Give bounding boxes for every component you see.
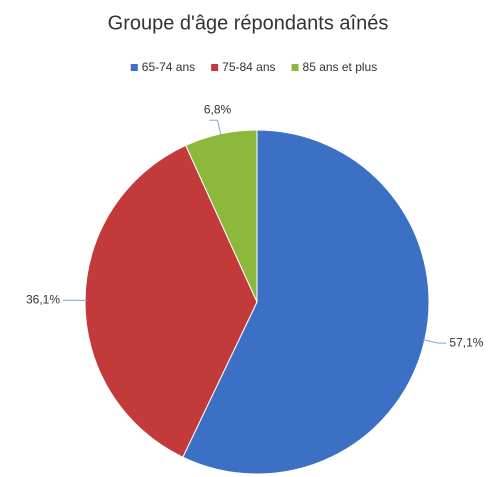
- data-label: 57,1%: [449, 335, 483, 349]
- leader-line: [209, 119, 222, 136]
- legend: 65-74 ans 75-84 ans 85 ans et plus: [130, 60, 378, 74]
- data-label: 6,8%: [204, 102, 232, 116]
- legend-swatch: [130, 64, 138, 71]
- legend-label: 65-74 ans: [142, 60, 195, 74]
- legend-label: 85 ans et plus: [303, 60, 378, 74]
- legend-swatch: [291, 64, 299, 71]
- data-label: 36,1%: [26, 292, 60, 306]
- chart-title: Groupe d'âge répondants aînés: [108, 12, 389, 34]
- legend-swatch: [211, 64, 219, 71]
- leader-line: [422, 339, 447, 344]
- legend-label: 75-84 ans: [222, 60, 275, 74]
